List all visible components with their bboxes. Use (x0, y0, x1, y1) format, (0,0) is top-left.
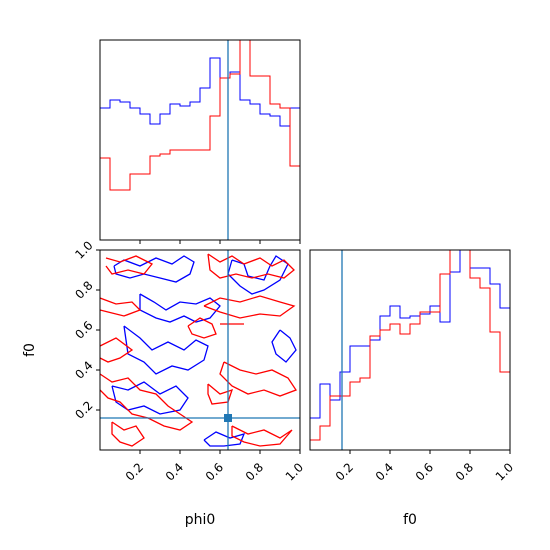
x-axis-label-f0: f0 (403, 512, 417, 528)
y-tick-label: 1.0 (72, 238, 95, 261)
contour-line-series_a (227, 255, 289, 295)
contour-line-series_a (123, 325, 209, 375)
contour-line-series_a (139, 293, 221, 323)
contour-line-series_a (111, 381, 189, 415)
contour-line-series_b (105, 255, 154, 275)
x-axis-label-phi0: phi0 (185, 512, 216, 528)
plot-area (310, 250, 510, 450)
x-tick-label: 0.8 (243, 460, 266, 483)
axes-frame (99, 249, 301, 451)
histogram-series-series_b (100, 40, 300, 191)
contour-line-series_b (231, 425, 293, 447)
histogram-series-series_a (100, 57, 300, 127)
y-tick-label: 0.2 (72, 398, 95, 421)
x-tick-label: 0.6 (203, 460, 226, 483)
axes-frame (99, 39, 301, 241)
contour-line-series_b (219, 361, 297, 397)
contour-line-series_b (111, 421, 145, 447)
x-tick-label: 0.6 (413, 460, 436, 483)
x-tick-label: 0.4 (373, 460, 396, 483)
contour-line-series_b (100, 337, 134, 363)
histogram-series-series_b (310, 250, 510, 441)
plot-area (100, 250, 300, 450)
x-tick-label: 0.8 (453, 460, 476, 483)
joint-phi0-f0-contour: 0.2 0.4 0.6 0.8 1.0 0.2 0.4 0.6 0.8 1.0 (72, 238, 306, 483)
axes-frame (309, 249, 511, 451)
x-tick-label: 0.2 (333, 460, 356, 483)
f0-marginal-histogram: 0.2 0.4 0.6 0.8 1.0 (309, 249, 516, 484)
contour-line-series_b (203, 295, 296, 319)
contour-line-series_b (100, 373, 194, 431)
x-tick-label: 1.0 (493, 460, 516, 483)
truth-marker (224, 414, 232, 422)
contour-line-series_a (271, 329, 297, 363)
contour-line-series_b (207, 253, 295, 279)
y-tick-label: 0.6 (72, 318, 95, 341)
contour-line-series_b (100, 297, 142, 317)
x-tick-label: 0.4 (163, 460, 186, 483)
y-axis-label-f0: f0 (22, 343, 38, 357)
y-tick-label: 0.8 (72, 278, 95, 301)
phi0-marginal-histogram (99, 39, 301, 244)
y-tick-label: 0.4 (72, 358, 95, 381)
contour-line-series_b (187, 317, 217, 339)
x-tick-label: 0.2 (123, 460, 146, 483)
plot-area (100, 40, 300, 240)
x-tick-label: 1.0 (283, 460, 306, 483)
contour-line-series_a (113, 255, 195, 283)
contour-line-series_a (203, 431, 246, 447)
